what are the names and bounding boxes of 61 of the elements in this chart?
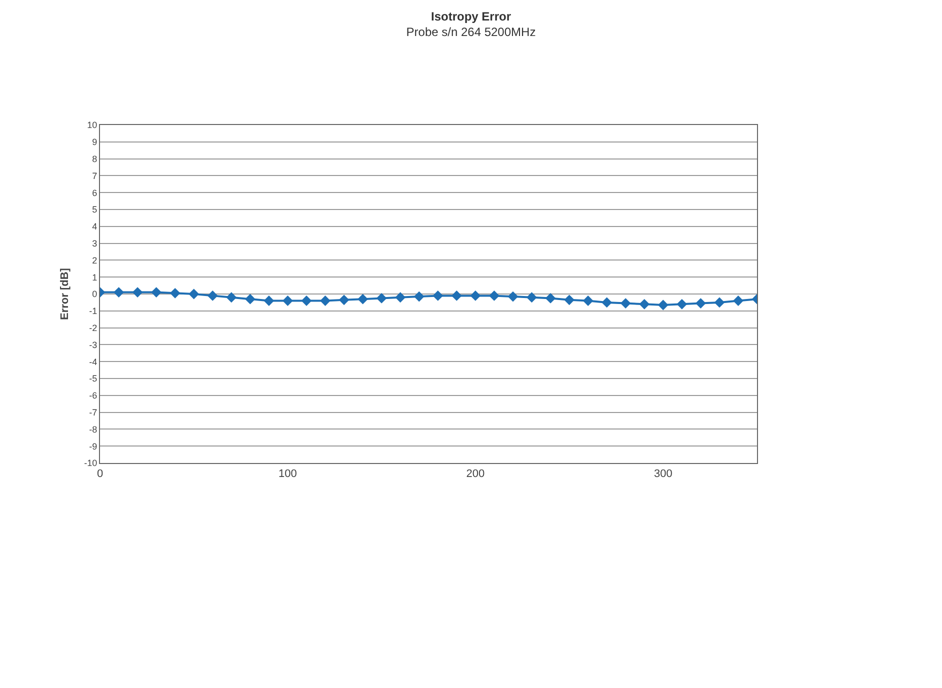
point (676, 298, 688, 310)
y-tick-label: -10 (84, 458, 98, 468)
chart-title: Isotropy Error (430, 10, 512, 24)
point (114, 287, 124, 298)
point (432, 290, 444, 301)
point (489, 290, 500, 301)
point (714, 297, 725, 308)
x-tick-label: 100 (278, 468, 297, 480)
y-tick-label: 9 (92, 137, 98, 148)
y-tick-label: 8 (92, 154, 98, 164)
y-tick-label: -8 (89, 424, 98, 434)
y-tick-label: -1 (89, 306, 98, 316)
y-tick-label: 7 (92, 170, 98, 181)
point (508, 291, 518, 302)
y-tick-label: 5 (92, 204, 98, 215)
point (301, 296, 312, 306)
y-tick-label: 4 (92, 222, 98, 232)
y-tick-label: 10 (87, 120, 98, 130)
point (582, 296, 594, 306)
y-tick-label: 0 (92, 289, 98, 300)
y-tick-label: 3 (92, 238, 98, 248)
point (264, 296, 274, 306)
y-tick-label: 1 (92, 272, 98, 282)
point (451, 290, 462, 301)
y-tick-label: -5 (89, 374, 98, 384)
point (639, 298, 650, 310)
point (470, 290, 481, 301)
y-tick-label: -9 (89, 441, 98, 452)
y-tick-label: -7 (89, 407, 98, 418)
point (564, 294, 574, 306)
point (188, 288, 200, 300)
y-tick-label: 6 (92, 188, 98, 198)
point (414, 291, 424, 302)
point (395, 292, 406, 303)
y-tick-label: -3 (89, 340, 98, 350)
y-tick-label: -6 (89, 390, 98, 401)
x-tick-label: 300 (654, 468, 672, 480)
point (620, 298, 631, 308)
point (320, 296, 330, 306)
point (132, 287, 143, 298)
y-tick-label: -4 (89, 356, 98, 367)
point (733, 296, 744, 306)
point (358, 294, 368, 304)
y-axis-title: Error [dB] (59, 268, 71, 320)
point (282, 296, 293, 306)
point (244, 294, 256, 304)
y-tick-label: 2 (92, 255, 98, 266)
point (545, 293, 556, 304)
chart-subtitle: Probe s/n 264 5200MHz (406, 25, 536, 40)
point (226, 292, 237, 303)
point (658, 300, 668, 310)
point (207, 290, 218, 301)
point (695, 298, 706, 308)
point (602, 297, 612, 308)
point (376, 293, 387, 304)
x-tick-label: 200 (466, 468, 485, 480)
point (338, 294, 350, 306)
point (151, 287, 162, 298)
point (526, 292, 537, 303)
point (170, 288, 180, 298)
y-tick-label: -2 (89, 322, 98, 333)
